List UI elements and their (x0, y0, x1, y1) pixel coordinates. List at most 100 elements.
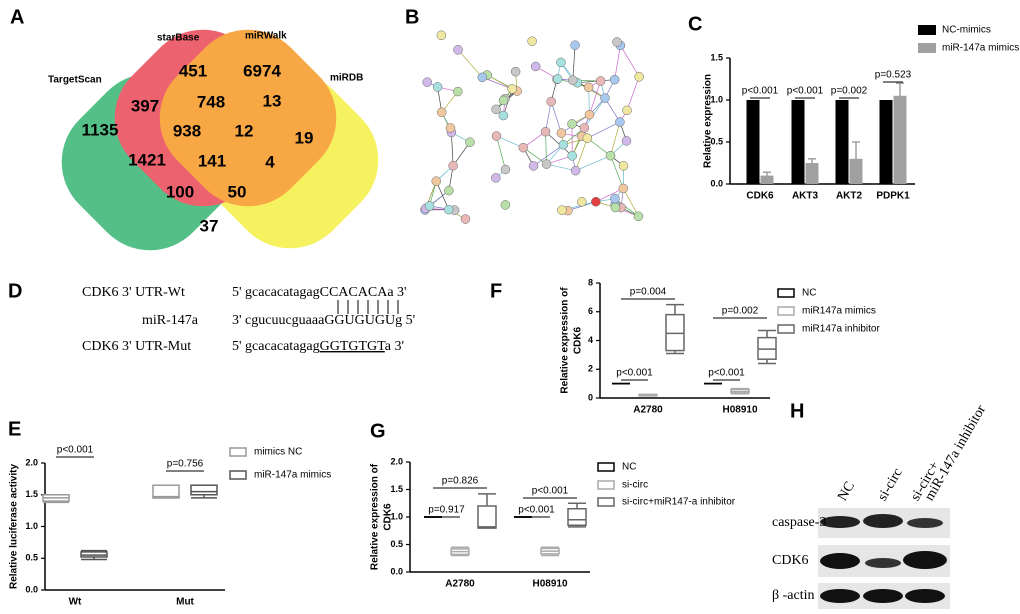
node (567, 119, 577, 129)
node (498, 110, 509, 121)
y-axis-label: CDK6 (573, 326, 584, 354)
edge (452, 142, 471, 166)
legend-swatch (918, 43, 936, 53)
node (530, 61, 541, 72)
annotation: p<0.001 (518, 505, 555, 516)
edge (457, 49, 483, 78)
node (528, 161, 539, 171)
node (424, 201, 435, 211)
y-tick-label: 0.5 (25, 553, 38, 563)
node (583, 82, 594, 93)
bar (805, 163, 819, 184)
legend-label: NC-mimics (942, 25, 991, 36)
node (595, 76, 606, 86)
node (500, 164, 511, 175)
node (453, 45, 463, 55)
x-tick-label: CDK6 (746, 191, 774, 202)
node (622, 105, 632, 116)
annotation: p<0.001 (742, 86, 779, 97)
y-tick-label: 4 (588, 335, 593, 345)
node (460, 214, 471, 224)
node (582, 133, 593, 143)
legend-label: miR147a inhibitor (802, 324, 880, 335)
node (491, 173, 501, 183)
panel-letter: F (490, 280, 502, 302)
y-tick-label: 1.0 (710, 94, 723, 104)
node (445, 123, 456, 133)
edge (487, 74, 513, 90)
annotation: p<0.001 (787, 86, 824, 97)
legend-label: si-circ+miR147-a inhibitor (622, 497, 736, 508)
panel-letter: D (8, 280, 22, 302)
venn-count: 100 (166, 182, 194, 201)
annotation: p<0.001 (616, 368, 653, 379)
y-tick-label: 0.0 (710, 178, 723, 188)
pairing-bars (337, 300, 399, 314)
legend-swatch (777, 306, 795, 316)
lane-label: NC (835, 479, 858, 503)
band (905, 589, 945, 603)
node (556, 128, 567, 138)
edge (587, 137, 611, 156)
y-tick-label: 0.5 (710, 136, 723, 146)
edge (610, 121, 621, 156)
edge (626, 76, 640, 111)
edge (610, 155, 624, 189)
bar (746, 100, 760, 184)
y-tick-label: 6 (588, 306, 593, 316)
y-tick-label: 1.0 (390, 511, 403, 521)
edge (575, 155, 611, 171)
node (556, 57, 566, 68)
edge (614, 45, 621, 80)
node (431, 176, 442, 186)
node (465, 137, 475, 147)
annotation: p=0.002 (722, 306, 759, 317)
legend-swatch (229, 470, 247, 480)
bar (835, 100, 849, 184)
x-tick-label: A2780 (445, 579, 475, 590)
bar (893, 95, 907, 184)
sequence-label: miR-147a (142, 313, 199, 328)
node (618, 183, 629, 194)
annotation: p=0.917 (428, 505, 465, 516)
node (584, 109, 595, 120)
band (820, 516, 860, 528)
node (422, 77, 433, 87)
annotation: p<0.001 (532, 486, 569, 497)
venn-count: 13 (263, 91, 282, 110)
bar (879, 100, 893, 184)
band (865, 558, 901, 568)
sequence-part: a 3' (387, 285, 406, 300)
sequence-part: 5' gcacacatagag (232, 285, 320, 300)
band (820, 589, 860, 603)
box (567, 508, 587, 526)
panel-letter: C (688, 13, 702, 35)
x-tick-label: AKT3 (792, 191, 819, 202)
venn-set (159, 29, 337, 207)
edge (587, 121, 621, 139)
node (605, 150, 616, 161)
legend-swatch (918, 25, 936, 35)
edge (435, 181, 450, 210)
node (570, 40, 580, 50)
node (491, 104, 501, 115)
sequence-part: CCACACA (320, 285, 389, 300)
band (907, 518, 943, 528)
legend-swatch (777, 324, 795, 334)
annotation: p=0.756 (167, 459, 204, 470)
edge (572, 45, 576, 81)
node (510, 66, 521, 77)
band (863, 514, 903, 528)
edge (545, 101, 552, 132)
node (436, 107, 447, 118)
lane-label: miR-147a inhibitor (922, 403, 989, 504)
legend-label: si-circ (622, 480, 648, 491)
x-tick-label: Wt (69, 597, 82, 608)
y-axis-label: Relative luciferase activity (9, 464, 20, 590)
sequence: 5' gcacacatagagCCACACAa 3' (232, 285, 407, 300)
sequence-label: CDK6 3' UTR-Mut (82, 339, 191, 354)
edge (595, 188, 624, 203)
node (558, 139, 569, 150)
band (903, 551, 947, 569)
y-tick-label: 2 (588, 364, 593, 374)
